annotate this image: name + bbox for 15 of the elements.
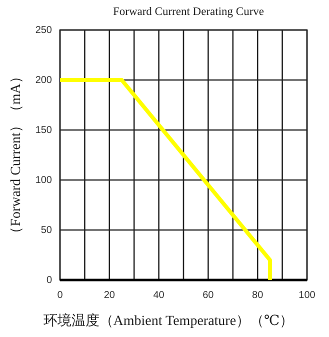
y-tick-label: 250 <box>35 25 52 36</box>
x-tick-label: 40 <box>153 290 165 301</box>
x-tick-label: 20 <box>104 290 116 301</box>
y-tick-label: 0 <box>46 275 52 286</box>
chart-title: Forward Current Derating Curve <box>112 6 264 18</box>
x-tick-label: 100 <box>298 290 316 301</box>
y-tick-label: 100 <box>35 175 52 186</box>
y-tick-label: 150 <box>35 125 52 136</box>
x-tick-label: 0 <box>57 290 64 301</box>
y-axis-title: （Forward Current）（mA） <box>9 70 24 240</box>
x-tick-label: 80 <box>252 290 264 301</box>
y-tick-label: 200 <box>35 75 52 86</box>
x-tick-label: 60 <box>202 290 214 301</box>
x-axis-title: 环境温度（Ambient Temperature）（℃） <box>43 313 294 329</box>
y-tick-label: 50 <box>40 225 52 236</box>
